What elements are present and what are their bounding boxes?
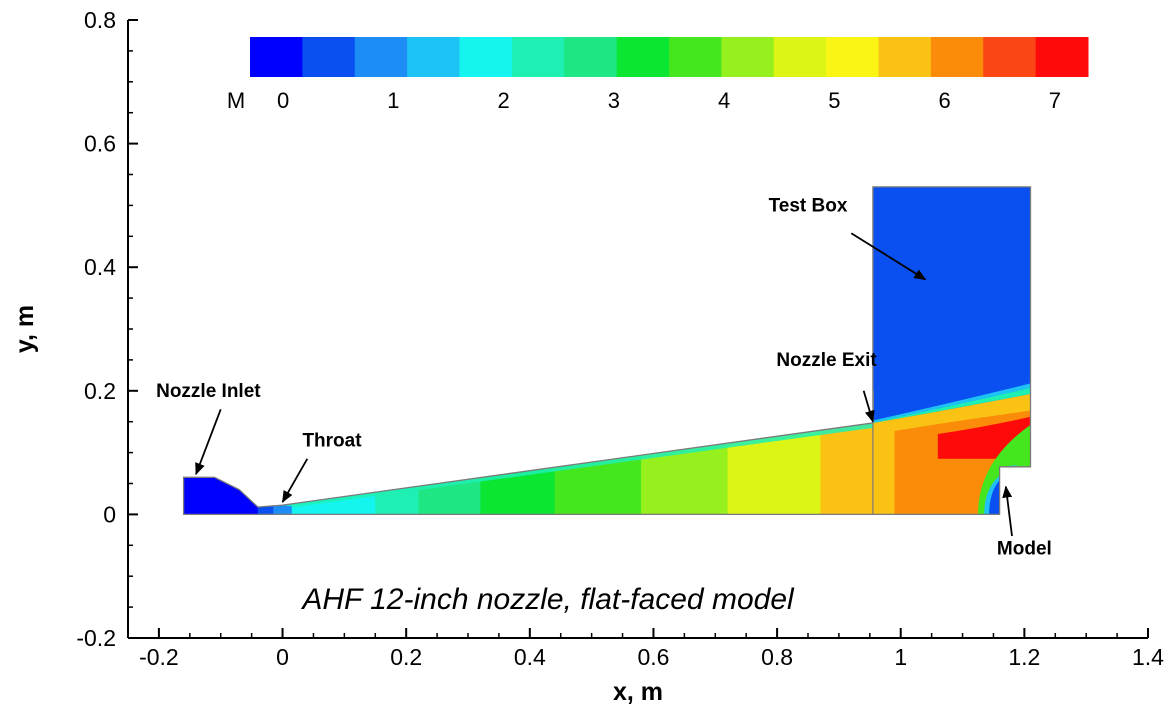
y-axis-title: y, m — [11, 305, 39, 353]
colorbar-swatch — [302, 37, 356, 77]
colorbar-swatch — [826, 37, 879, 77]
colorbar-tick-label: 6 — [939, 88, 951, 113]
colorbar-tick-label: 4 — [718, 88, 730, 113]
colorbar-swatch — [983, 37, 1037, 77]
colorbar-swatch — [459, 37, 513, 77]
colorbar-swatch — [669, 37, 722, 77]
x-tick-label: 1.2 — [1008, 644, 1040, 670]
annotation-label: Nozzle Inlet — [156, 381, 261, 402]
colorbar-swatch — [930, 37, 984, 77]
shear-layer — [872, 387, 1031, 423]
annotation-label: Throat — [302, 430, 362, 451]
mach-band — [554, 390, 642, 515]
colorbar-swatch — [616, 37, 670, 77]
annotation-arrow — [195, 409, 222, 476]
mach-band — [727, 390, 822, 515]
mach-band — [257, 390, 275, 515]
colorbar-tick-label: 0 — [277, 88, 289, 113]
y-tick-label: 0 — [103, 501, 116, 527]
colorbar-swatch — [564, 37, 618, 77]
annotation-label: Test Box — [769, 196, 848, 217]
y-tick-label: 0.8 — [84, 7, 116, 33]
x-tick-label: 0.2 — [390, 644, 422, 670]
mach-band — [375, 390, 420, 515]
x-tick-label: -0.2 — [139, 644, 179, 670]
colorbar-swatch — [511, 37, 565, 77]
colorbar-tick-label: 5 — [828, 88, 840, 113]
x-tick-label: 0.4 — [514, 644, 546, 670]
annotations: Nozzle Inlet Throat Nozzle Exit Test Box Mod… — [156, 196, 1052, 560]
y-tick-label: 0.4 — [84, 254, 116, 280]
flow-domain — [182, 186, 1032, 516]
mach-band — [480, 390, 556, 515]
x-tick-label: 0.8 — [761, 644, 793, 670]
annotation-arrow — [281, 458, 309, 503]
mach-band — [418, 390, 482, 515]
domain-outline — [182, 186, 1032, 516]
x-axis-title: x, m — [613, 678, 663, 706]
y-tick-label: -0.2 — [76, 625, 116, 651]
colorbar-swatch — [878, 37, 932, 77]
figure-caption: AHF 12-inch nozzle, flat-faced model — [300, 583, 795, 616]
axis-ticks: -0.2 0 0.2 0.4 0.6 0.8 1 1.2 1.4 -0.2 0 0.2 0.4 0.6 0.… — [76, 7, 1164, 670]
colorbar-swatch — [354, 37, 408, 77]
contour-fill — [183, 186, 1031, 515]
annotation-label: Nozzle Exit — [776, 350, 877, 371]
colorbar-swatch — [250, 37, 303, 77]
annotation-arrow — [850, 232, 927, 281]
shear-layer — [872, 383, 1031, 423]
annotation-label: Model — [997, 539, 1052, 560]
stagnation-region — [989, 466, 1006, 515]
x-tick-label: 1 — [894, 644, 907, 670]
y-tick-label: 0.2 — [84, 378, 116, 404]
colorbar-swatch — [1035, 37, 1089, 77]
colorbar-swatch — [773, 37, 827, 77]
x-tick-label: 0 — [276, 644, 289, 670]
x-tick-label: 1.4 — [1132, 644, 1164, 670]
colorbar-tick-label: 1 — [387, 88, 399, 113]
x-tick-label: 0.6 — [637, 644, 669, 670]
y-tick-label: 0.6 — [84, 131, 116, 157]
mach-band — [273, 390, 293, 515]
annotation-arrow — [1002, 485, 1013, 537]
colorbar-swatch — [407, 37, 460, 77]
colorbar-variable-label: M — [227, 88, 245, 113]
mach-band — [291, 390, 327, 515]
colorbar-swatch — [721, 37, 775, 77]
colorbar-tick-label: 7 — [1049, 88, 1061, 113]
colorbar-tick-label: 2 — [497, 88, 509, 113]
colorbar: 0 1 2 3 4 5 6 7 — [250, 37, 1089, 113]
mach-band — [820, 390, 874, 515]
colorbar-tick-label: 3 — [608, 88, 620, 113]
mach-band — [183, 390, 259, 515]
annotation-arrow — [862, 390, 875, 423]
